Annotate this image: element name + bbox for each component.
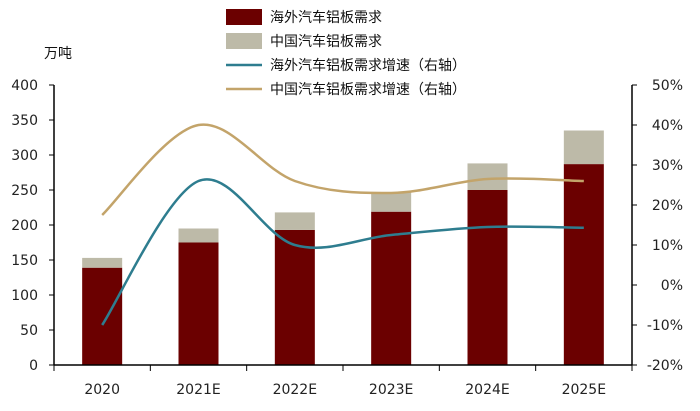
left-tick-label: 150 xyxy=(11,253,38,269)
bar-1-2 xyxy=(274,212,315,230)
bar-0-5 xyxy=(563,164,604,365)
right-axis-ticks: -20% -10% 0% 10% 20% 30% 40% 50% xyxy=(647,78,683,374)
left-tick-label: 200 xyxy=(11,218,38,234)
right-tick-label: 50% xyxy=(652,78,683,94)
right-tick-label: 40% xyxy=(652,118,683,134)
legend-swatch-0 xyxy=(226,9,262,25)
right-tick-label: 20% xyxy=(652,198,683,214)
legend-label-2: 海外汽车铝板需求增速（右轴） xyxy=(270,57,466,74)
y-axis-unit: 万吨 xyxy=(44,46,72,62)
right-tick-label: -20% xyxy=(647,358,683,374)
left-tick-label: 300 xyxy=(11,148,38,164)
bar-0-0 xyxy=(82,267,123,365)
right-tick-label: 10% xyxy=(652,238,683,254)
left-axis-ticks: 0 50 100 150 200 250 300 350 400 xyxy=(11,78,38,374)
axes xyxy=(49,84,637,371)
series-line-2 xyxy=(101,178,584,326)
right-tick-label: 30% xyxy=(652,158,683,174)
legend-label-0: 海外汽车铝板需求 xyxy=(270,9,382,26)
legend-swatch-1 xyxy=(226,33,262,49)
x-tick-label: 2025E xyxy=(562,382,606,398)
bar-1-5 xyxy=(563,130,604,165)
x-tick-label: 2022E xyxy=(273,382,317,398)
bar-0-4 xyxy=(467,190,508,365)
left-tick-label: 350 xyxy=(11,113,38,129)
x-tick-label: 2023E xyxy=(369,382,413,398)
right-tick-label: -10% xyxy=(647,318,683,334)
bar-1-4 xyxy=(467,163,508,190)
x-tick-label: 2024E xyxy=(465,382,509,398)
bars xyxy=(82,130,604,365)
left-tick-label: 100 xyxy=(11,288,38,304)
x-tick-label: 2021E xyxy=(176,382,220,398)
legend-label-3: 中国汽车铝板需求增速（右轴） xyxy=(270,81,466,98)
bar-0-2 xyxy=(274,229,315,365)
series-line-3 xyxy=(101,123,584,216)
bar-1-1 xyxy=(178,228,219,243)
legend-label-1: 中国汽车铝板需求 xyxy=(270,33,382,50)
x-axis-ticks: 2020 2021E 2022E 2023E 2024E 2025E xyxy=(84,382,606,398)
x-tick-label: 2020 xyxy=(84,382,120,398)
bar-1-3 xyxy=(371,192,412,212)
left-tick-label: 0 xyxy=(29,358,38,374)
bar-0-1 xyxy=(178,242,219,365)
left-tick-label: 50 xyxy=(20,323,38,339)
bar-1-0 xyxy=(82,257,123,268)
left-tick-label: 250 xyxy=(11,183,38,199)
right-tick-label: 0% xyxy=(661,278,683,294)
lines xyxy=(101,123,584,326)
left-tick-label: 400 xyxy=(11,78,38,94)
